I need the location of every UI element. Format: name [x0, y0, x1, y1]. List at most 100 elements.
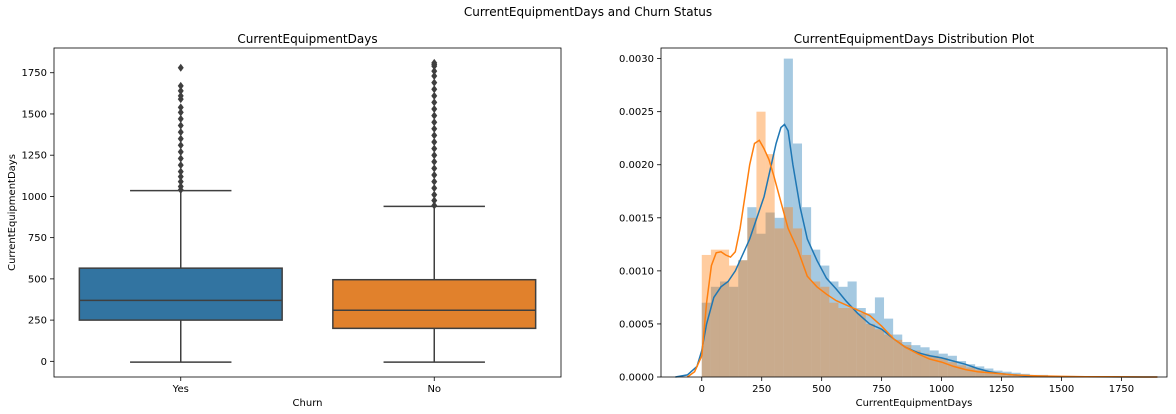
histogram-bar-orange: [838, 308, 848, 377]
outlier-point: [431, 85, 438, 94]
outlier-point: [431, 67, 438, 76]
y-tick-label: 1500: [22, 109, 47, 120]
histogram-bar-blue: [820, 265, 830, 377]
y-tick-label: 750: [28, 233, 47, 244]
outlier-point: [177, 91, 184, 100]
histogram-bar-orange: [747, 217, 757, 377]
x-tick-label: 500: [812, 384, 831, 395]
histogram-bar-orange: [738, 260, 748, 377]
outlier-point: [177, 134, 184, 143]
histogram-bar-blue: [738, 260, 748, 377]
outlier-point: [431, 91, 438, 100]
histogram-bar-orange: [719, 249, 730, 377]
histogram-bar-blue: [874, 297, 885, 377]
histogram-bar-blue: [756, 233, 766, 377]
histogram-bar-orange: [966, 367, 976, 377]
x-tick-label-no: No: [427, 384, 441, 395]
outlier-point: [431, 151, 438, 160]
y-tick-label: 1750: [22, 68, 47, 79]
histogram-bar-orange: [984, 371, 994, 377]
boxplot-title: CurrentEquipmentDays: [237, 32, 377, 46]
histogram-bar-orange: [884, 334, 894, 377]
y-tick-label: 1250: [22, 151, 47, 162]
histogram-bar-blue: [893, 334, 903, 377]
histogram-bar-orange: [993, 372, 1003, 377]
outlier-point: [177, 86, 184, 95]
outlier-point: [431, 124, 438, 133]
outlier-point: [177, 128, 184, 137]
y-tick-label: 0.0010: [619, 266, 654, 277]
x-axis-label: Churn: [293, 398, 323, 409]
histogram-bar-orange: [829, 302, 839, 377]
outlier-point: [177, 147, 184, 156]
histogram-bar-blue: [929, 350, 939, 377]
histogram-bar-blue: [920, 347, 930, 377]
x-tick-label: 1750: [1109, 384, 1134, 395]
histogram-bar-orange: [902, 345, 912, 377]
outlier-point: [431, 177, 438, 186]
histogram-bar-blue: [847, 281, 857, 377]
outlier-point: [431, 164, 438, 173]
y-tick-label: 0.0005: [619, 319, 654, 330]
x-axis-label: CurrentEquipmentDays: [856, 398, 973, 409]
histogram-bar-orange: [1011, 374, 1021, 377]
outlier-point: [177, 167, 184, 176]
outlier-point: [431, 72, 438, 81]
outlier-point: [177, 154, 184, 163]
outlier-point: [177, 141, 184, 150]
distribution-title: CurrentEquipmentDays Distribution Plot: [794, 32, 1035, 46]
histogram-bar-orange: [802, 254, 812, 377]
box-no: [332, 278, 537, 330]
y-tick-label: 250: [28, 316, 47, 327]
outlier-point: [177, 63, 184, 72]
histogram-bar-blue: [911, 345, 921, 377]
histogram-bar-orange: [701, 254, 711, 377]
histogram-bar-blue: [884, 318, 894, 377]
x-tick-label: 250: [752, 384, 771, 395]
histogram-bar-blue: [938, 353, 948, 377]
y-tick-label: 1000: [22, 192, 47, 203]
outlier-point: [431, 98, 438, 107]
distribution-panel: CurrentEquipmentDays Distribution Plot 0.…: [619, 32, 1168, 409]
outlier-point: [177, 161, 184, 170]
outlier-point: [431, 170, 438, 179]
x-tick-label: 1250: [989, 384, 1014, 395]
histogram-bar-orange: [929, 355, 939, 377]
distribution-frame: [660, 47, 1168, 378]
outlier-point: [177, 108, 184, 117]
histogram-bar-orange: [729, 265, 739, 377]
outlier-point: [177, 114, 184, 123]
histogram-bar-orange: [911, 350, 921, 377]
histogram-bar-orange: [820, 286, 830, 377]
histogram-bar-blue: [747, 207, 757, 377]
outlier-point: [177, 121, 184, 130]
outlier-point: [177, 177, 184, 186]
histogram-bar-blue: [792, 143, 803, 377]
y-tick-label: 0.0025: [619, 107, 654, 118]
histogram-bar-blue: [902, 341, 912, 377]
outlier-point: [177, 81, 184, 90]
histogram-bar-blue: [701, 302, 711, 377]
outlier-point: [431, 111, 438, 120]
x-tick-label-yes: Yes: [172, 384, 189, 395]
outlier-point: [431, 58, 438, 67]
histogram-bar-orange: [1002, 373, 1012, 377]
histogram-bar-blue: [802, 207, 812, 377]
histogram-bar-orange: [1020, 375, 1030, 377]
outlier-point: [431, 157, 438, 166]
histogram-bar-orange: [756, 111, 766, 377]
y-axis-label: CurrentEquipmentDays: [7, 154, 18, 271]
histogram-bar-orange: [893, 339, 903, 377]
histogram-bar-blue: [729, 286, 739, 377]
y-tick-label: 0.0030: [619, 54, 654, 65]
y-tick-label: 0.0020: [619, 160, 654, 171]
histogram-bar-orange: [975, 369, 985, 377]
histogram-bar-orange: [811, 281, 821, 377]
histogram-bar-blue: [829, 281, 839, 377]
histogram-bar-orange: [765, 154, 775, 377]
boxplot-frame: [53, 47, 562, 378]
histogram-bar-orange: [783, 207, 793, 377]
outlier-point: [177, 182, 184, 191]
histogram-bar-orange: [792, 228, 803, 377]
